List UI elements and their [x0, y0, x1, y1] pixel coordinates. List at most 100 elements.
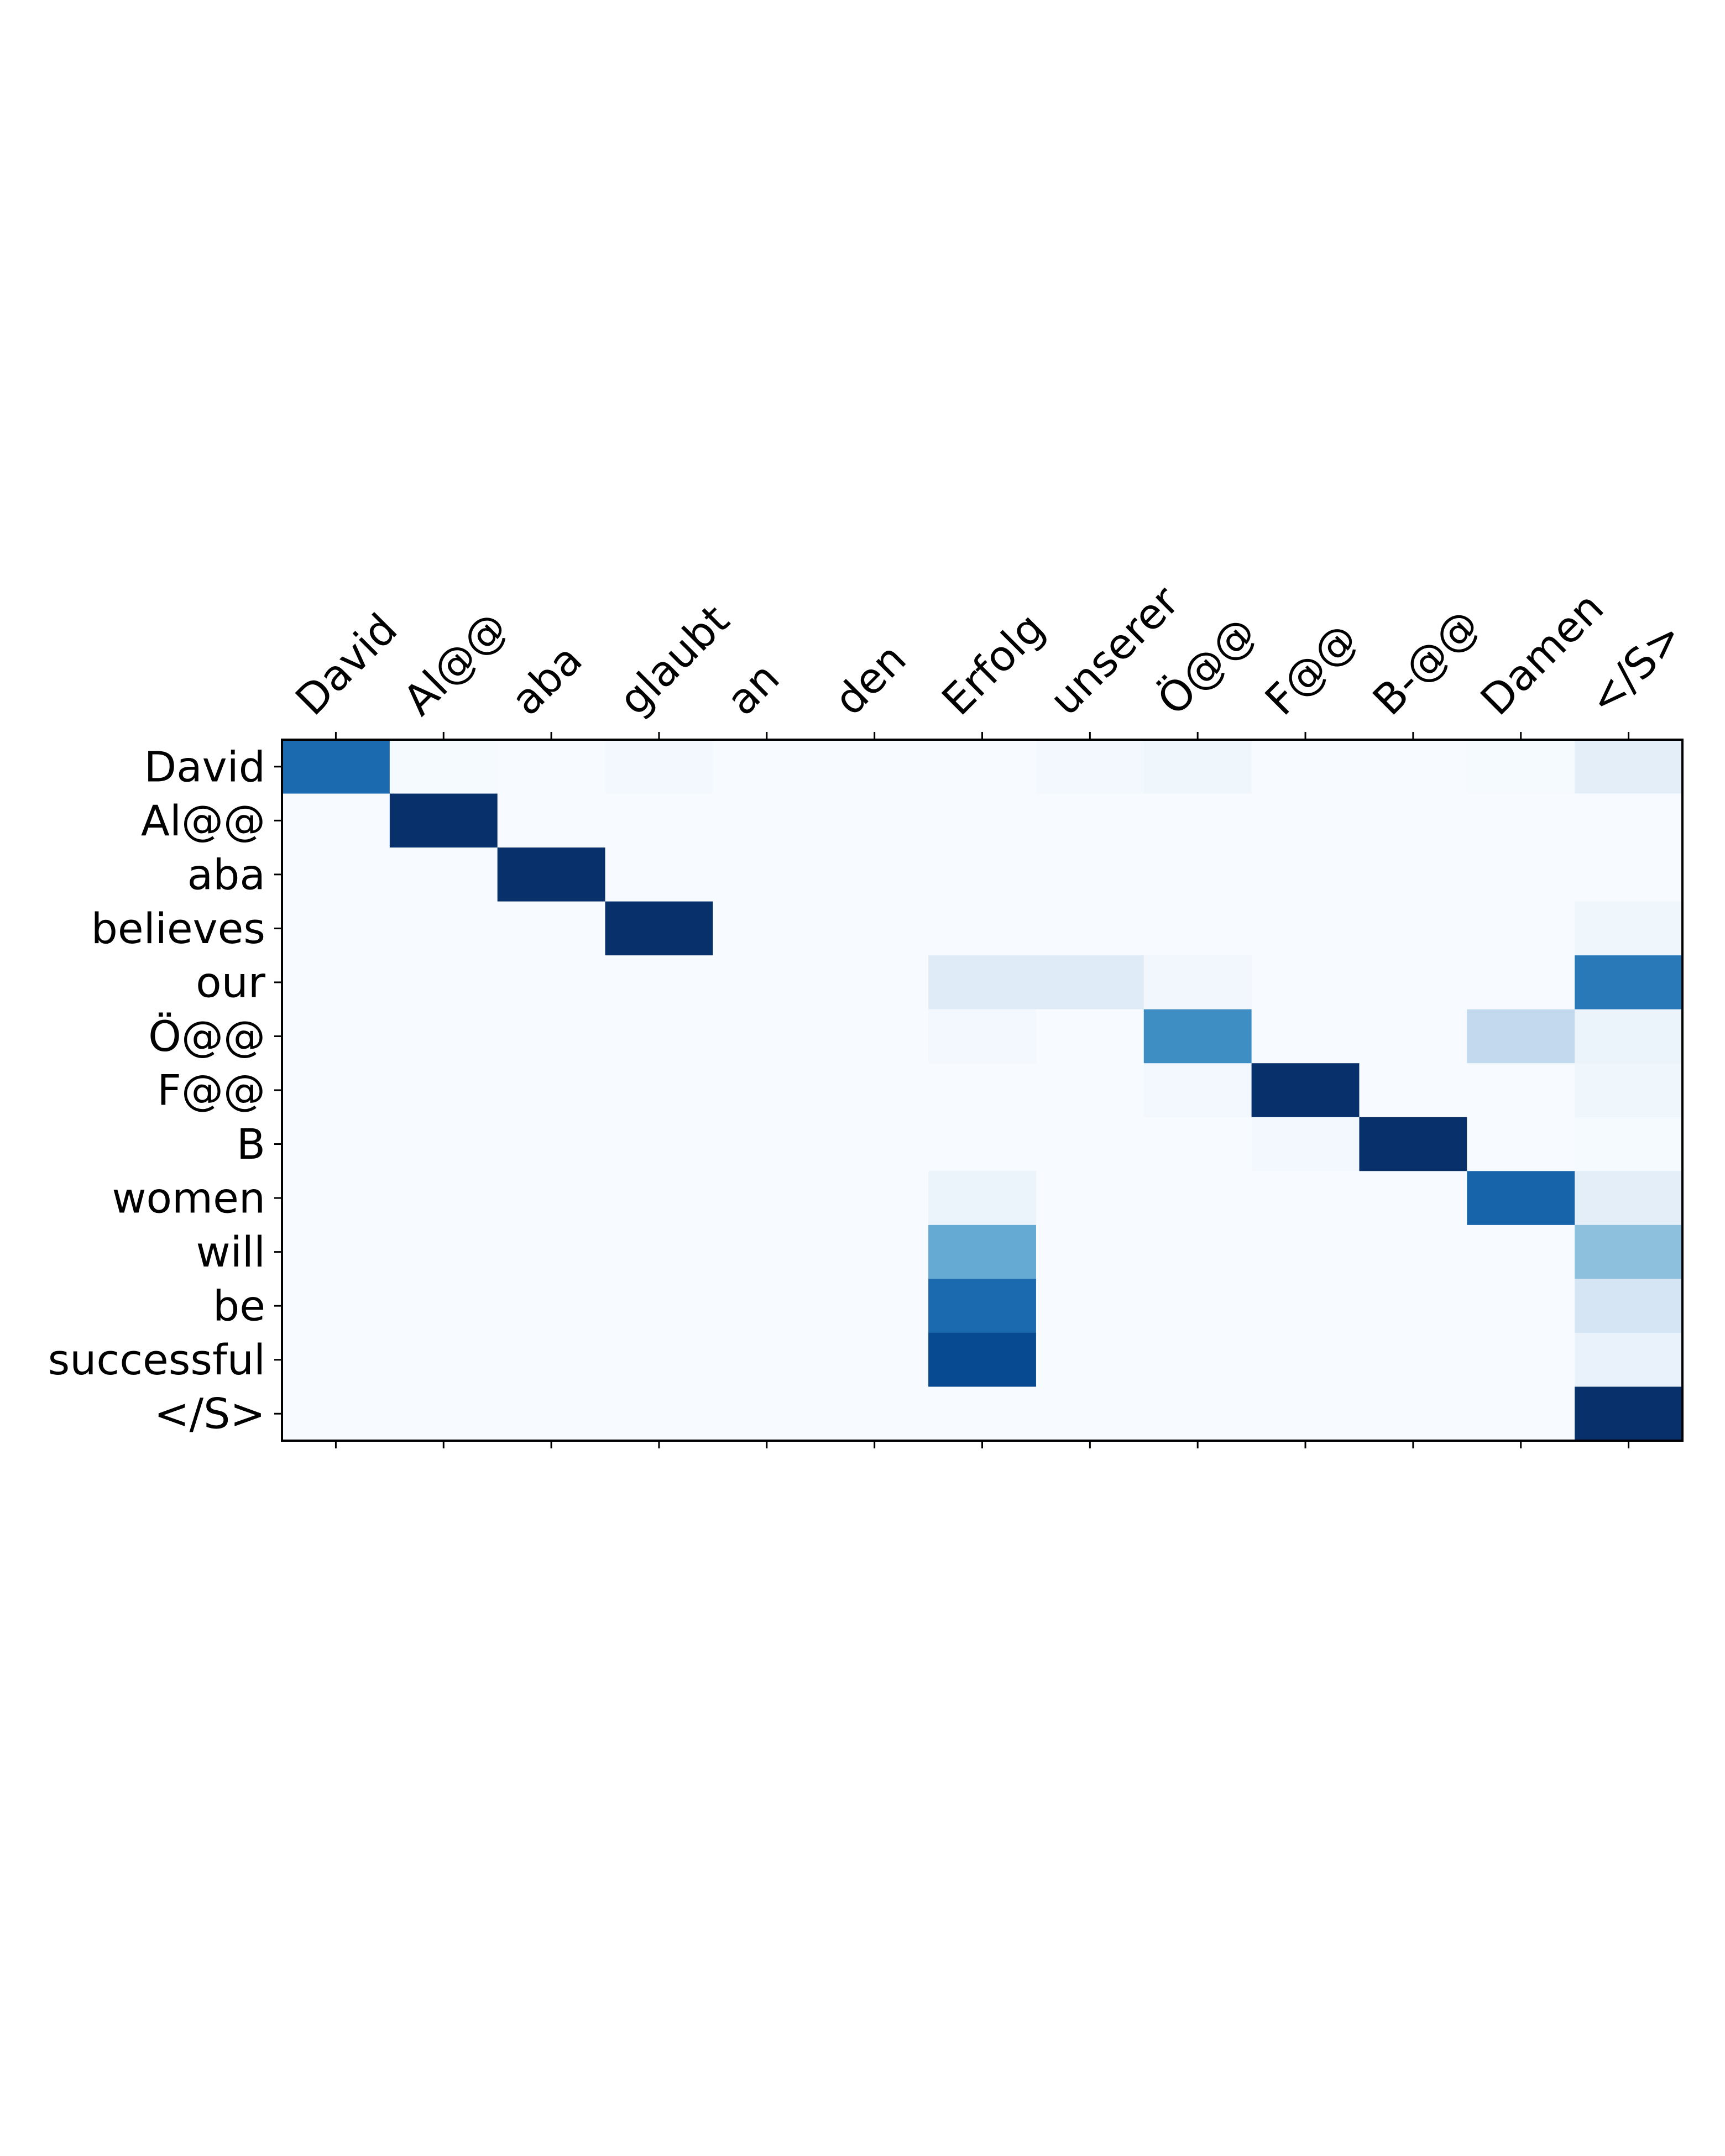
heatmap-cell [713, 1332, 821, 1388]
heatmap-cell [1359, 1279, 1467, 1333]
heatmap-cell [928, 1171, 1037, 1226]
heatmap-cell [1143, 740, 1252, 794]
heatmap-cell [282, 793, 390, 848]
heatmap-cell [389, 847, 498, 902]
heatmap-cell [282, 740, 390, 794]
heatmap-cell [820, 740, 929, 794]
heatmap-cell [605, 1117, 713, 1171]
heatmap-cell [1575, 1063, 1683, 1118]
y-tick-label: F@@ [157, 1066, 265, 1115]
heatmap-cell [1251, 1279, 1360, 1333]
heatmap-cell [820, 1063, 929, 1118]
heatmap-cell [820, 1332, 929, 1388]
heatmap-cell [1036, 1171, 1144, 1226]
heatmap-cell [389, 1009, 498, 1064]
heatmap-cell [282, 1279, 390, 1333]
heatmap-cell [605, 1224, 713, 1279]
heatmap-cell [1143, 1063, 1252, 1118]
heatmap-cell [389, 740, 498, 794]
heatmap-cell [820, 901, 929, 956]
heatmap-cell [928, 1279, 1037, 1333]
heatmap-cell [1467, 1009, 1575, 1064]
heatmap-cell [820, 1117, 929, 1171]
heatmap-cell [1143, 847, 1252, 902]
heatmap-cell [713, 1117, 821, 1171]
heatmap-cell [282, 1171, 390, 1226]
heatmap-cell [1359, 1063, 1467, 1118]
heatmap-cell [1036, 1279, 1144, 1333]
x-tick-label: den [824, 634, 915, 725]
heatmap-cell [1467, 1224, 1575, 1279]
heatmap-cell [1036, 955, 1144, 1010]
heatmap-cell [1575, 1009, 1683, 1064]
heatmap-cell [1143, 901, 1252, 956]
heatmap-cell [605, 1279, 713, 1333]
heatmap-cell [497, 901, 606, 956]
heatmap-cell [389, 955, 498, 1010]
heatmap-cell [1036, 901, 1144, 956]
heatmap-cell [1575, 740, 1683, 794]
heatmap-cell [1251, 1063, 1360, 1118]
heatmap-cell [282, 1332, 390, 1388]
heatmap-cell [1575, 955, 1683, 1010]
y-tick-label: women [112, 1174, 265, 1223]
heatmap-cell [389, 1386, 498, 1441]
heatmap-cell [1359, 901, 1467, 956]
heatmap-cell [1251, 1171, 1360, 1226]
y-tick-label: B [237, 1119, 265, 1169]
heatmap-cell [605, 847, 713, 902]
heatmap-cell [1575, 1332, 1683, 1388]
y-tick-label: aba [187, 850, 265, 899]
heatmap-cell [1143, 1009, 1252, 1064]
heatmap-cell [389, 1279, 498, 1333]
heatmap-cell [1467, 1386, 1575, 1441]
heatmap-cell [713, 847, 821, 902]
heatmap-cell [1359, 1117, 1467, 1171]
heatmap-cell [1036, 1009, 1144, 1064]
heatmap-cell [1359, 1332, 1467, 1388]
heatmap-cell [1143, 955, 1252, 1010]
heatmap-cell [389, 793, 498, 848]
heatmap-cell [1467, 1332, 1575, 1388]
heatmap-cell [389, 1063, 498, 1118]
heatmap-cell [820, 955, 929, 1010]
heatmap-cell [1359, 740, 1467, 794]
heatmap-cell [497, 793, 606, 848]
x-tick-label: B-@@ [1363, 599, 1489, 725]
heatmap-cell [713, 901, 821, 956]
heatmap-cell [1143, 1386, 1252, 1441]
heatmap-cell [1143, 1171, 1252, 1226]
heatmap-cell [928, 1117, 1037, 1171]
heatmap-cell [282, 1117, 390, 1171]
heatmap-cell [713, 955, 821, 1010]
x-tick-label: Erfolg [932, 603, 1054, 725]
heatmap-cell [1251, 955, 1360, 1010]
heatmap-cell [1575, 847, 1683, 902]
heatmap-cell [389, 1332, 498, 1388]
heatmap-cell [1036, 1224, 1144, 1279]
heatmap-cell [605, 1171, 713, 1226]
heatmap-cell [928, 1009, 1037, 1064]
heatmap-cell [497, 847, 606, 902]
heatmap-cell [1467, 740, 1575, 794]
heatmap-cell [713, 793, 821, 848]
heatmap-cell [820, 1386, 929, 1441]
heatmap-cell [1467, 1279, 1575, 1333]
heatmap-cell [1467, 901, 1575, 956]
heatmap-cell [1575, 1386, 1683, 1441]
heatmap-cell [820, 1009, 929, 1064]
heatmap-cell [1251, 1332, 1360, 1388]
heatmap-cell [389, 1224, 498, 1279]
heatmap-cell [605, 1009, 713, 1064]
heatmap-cell [497, 955, 606, 1010]
heatmap-cell [1359, 955, 1467, 1010]
heatmap-cell [1467, 793, 1575, 848]
heatmap-cell [928, 740, 1037, 794]
heatmap-cell [1467, 1171, 1575, 1226]
heatmap-cell [605, 1063, 713, 1118]
y-tick-label: David [144, 742, 265, 791]
axis-ticks [274, 732, 1630, 1448]
